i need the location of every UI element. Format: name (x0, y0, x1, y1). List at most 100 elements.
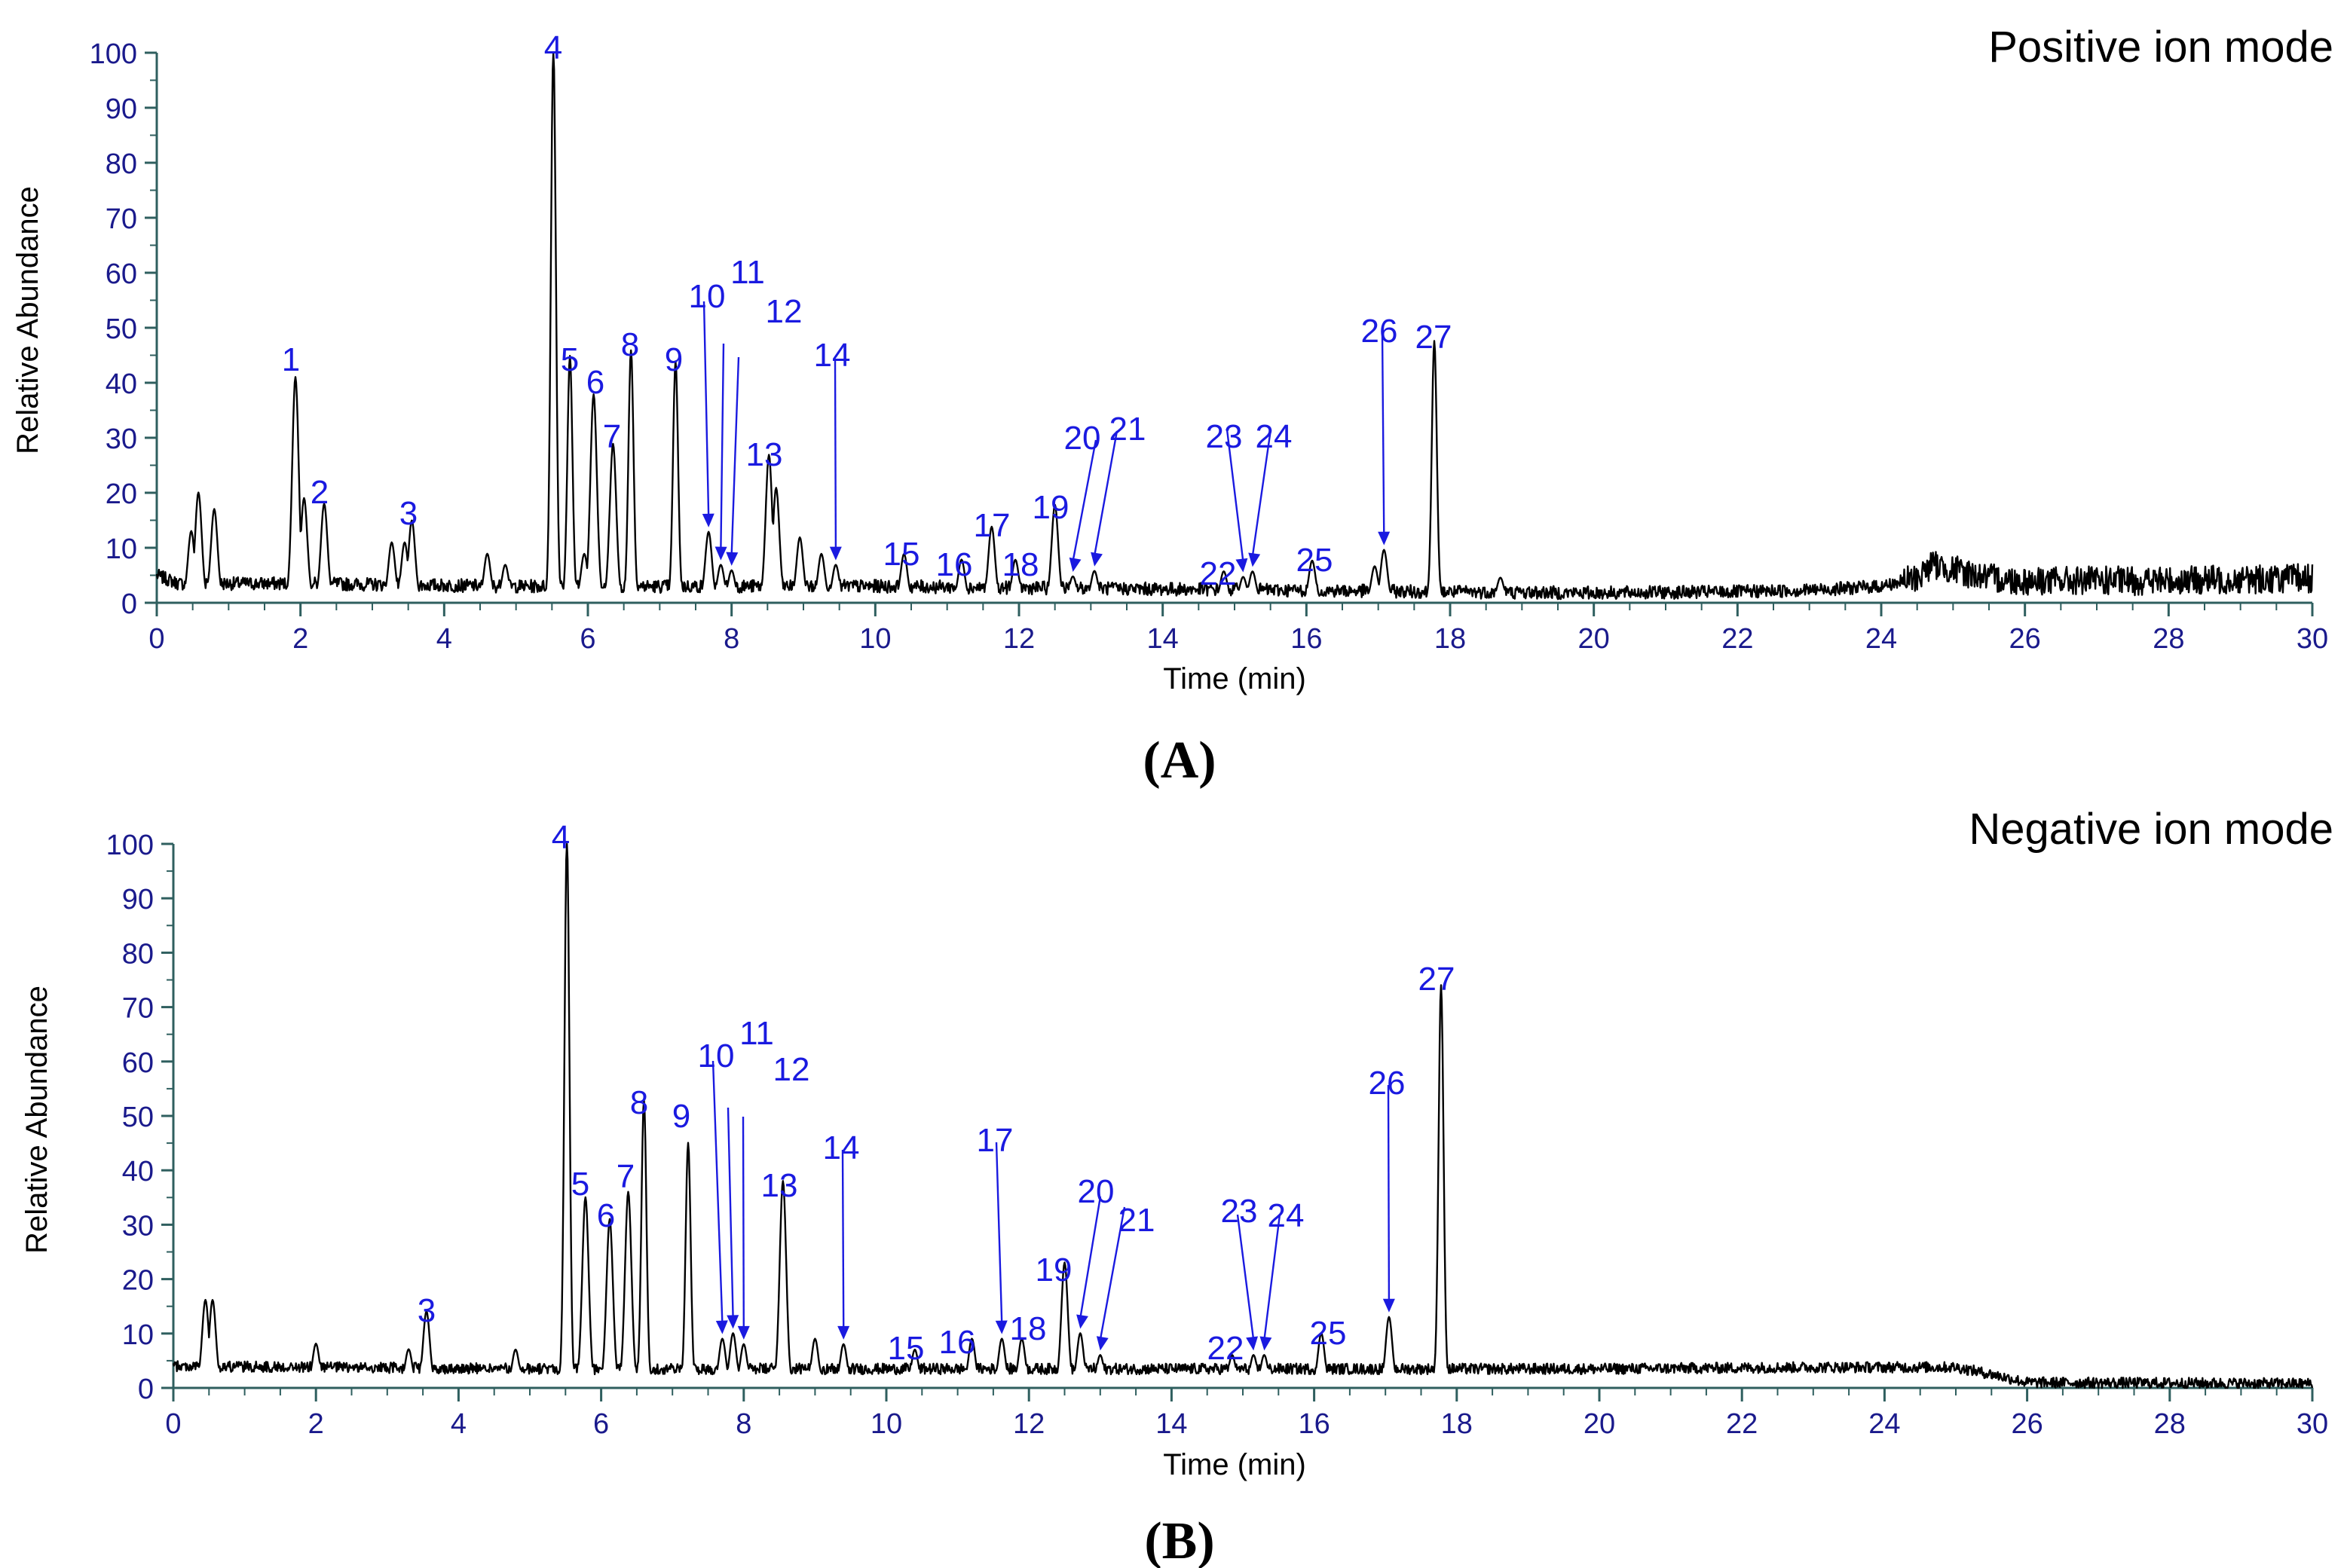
peak-arrow-17 (995, 1142, 1003, 1324)
peak-label-18: 18 (1010, 1310, 1047, 1347)
peak-arrowhead-26 (1378, 531, 1391, 546)
x-tick-label: 12 (1013, 1408, 1045, 1440)
peak-label-6: 6 (586, 364, 604, 401)
chromatogram-trace (172, 842, 2314, 1389)
y-tick-label: 10 (122, 1319, 154, 1351)
x-tick-label: 4 (436, 623, 452, 655)
peak-arrowhead-17 (995, 1320, 1008, 1334)
peak-arrow-14 (834, 359, 837, 550)
panel-a-title: Positive ion mode (1988, 23, 2333, 72)
peak-arrow-24 (1263, 1214, 1281, 1340)
peak-label-7: 7 (617, 1158, 635, 1195)
peak-label-4: 4 (544, 29, 562, 66)
x-tick-label: 2 (292, 623, 308, 655)
peak-arrowhead-10 (715, 1320, 728, 1334)
peak-label-7: 7 (603, 418, 621, 455)
y-tick-label: 40 (122, 1156, 154, 1187)
peak-arrow-21 (1093, 430, 1118, 556)
peak-arrow-12 (730, 356, 740, 555)
peak-label-5: 5 (571, 1166, 589, 1203)
peak-label-24: 24 (1268, 1197, 1305, 1234)
x-tick-label: 0 (148, 623, 164, 655)
y-tick-label: 70 (106, 203, 137, 235)
peak-label-11: 11 (730, 254, 765, 291)
x-tick-label: 18 (1434, 623, 1466, 655)
peak-label-9: 9 (665, 341, 683, 378)
peak-arrow-12 (742, 1116, 745, 1329)
x-tick-label: 16 (1290, 623, 1322, 655)
x-tick-label: 6 (593, 1408, 609, 1440)
x-tick-label: 8 (736, 1408, 751, 1440)
peak-label-1: 1 (282, 341, 300, 378)
x-tick-label: 28 (2154, 1408, 2186, 1440)
peak-arrowhead-26 (1382, 1298, 1395, 1313)
peak-label-22: 22 (1207, 1330, 1244, 1367)
peak-label-13: 13 (746, 436, 783, 473)
y-tick-label: 20 (122, 1265, 154, 1297)
x-tick-label: 0 (165, 1408, 181, 1440)
peak-label-19: 19 (1036, 1252, 1073, 1288)
peak-label-9: 9 (672, 1098, 690, 1135)
peak-arrowhead-24 (1248, 552, 1261, 567)
panel-b-title: Negative ion mode (1969, 805, 2333, 854)
peak-arrowhead-11 (715, 546, 727, 561)
panel-a-y-axis-label: Relative Abundance (11, 186, 44, 454)
peak-label-19: 19 (1033, 489, 1069, 526)
x-tick-label: 10 (871, 1408, 902, 1440)
y-tick-label: 50 (122, 1102, 154, 1133)
peak-label-25: 25 (1296, 542, 1333, 579)
peak-label-26: 26 (1369, 1065, 1406, 1102)
peak-label-3: 3 (399, 495, 418, 532)
x-tick-label: 12 (1003, 623, 1035, 655)
peak-label-11: 11 (739, 1015, 774, 1052)
peak-label-2: 2 (311, 474, 329, 511)
x-tick-label: 20 (1578, 623, 1610, 655)
peak-arrow-20 (1072, 439, 1097, 562)
peak-arrow-10 (702, 301, 710, 517)
peak-label-6: 6 (597, 1197, 615, 1234)
y-tick-label: 90 (122, 884, 154, 915)
peak-arrowhead-10 (702, 513, 715, 527)
peak-label-4: 4 (552, 819, 570, 856)
x-tick-label: 30 (2297, 1408, 2328, 1440)
peak-arrow-26 (1381, 331, 1385, 535)
peak-label-14: 14 (814, 337, 851, 374)
x-tick-label: 22 (1726, 1408, 1758, 1440)
peak-label-8: 8 (621, 326, 639, 363)
y-tick-label: 20 (106, 478, 137, 510)
peak-label-26: 26 (1361, 313, 1398, 350)
peak-arrowhead-14 (837, 1325, 850, 1340)
peak-label-16: 16 (939, 1324, 976, 1361)
peak-arrow-23 (1226, 429, 1244, 562)
peak-arrowhead-23 (1246, 1336, 1259, 1351)
x-tick-label: 20 (1584, 1408, 1615, 1440)
peak-arrow-21 (1099, 1206, 1126, 1340)
peak-label-13: 13 (761, 1167, 798, 1204)
x-tick-label: 26 (2009, 623, 2041, 655)
peak-label-23: 23 (1206, 418, 1243, 455)
y-tick-label: 10 (106, 533, 137, 565)
peak-arrowhead-12 (726, 552, 739, 566)
peak-arrowhead-21 (1091, 552, 1103, 567)
y-tick-label: 60 (122, 1047, 154, 1079)
x-tick-label: 4 (451, 1408, 467, 1440)
peak-label-18: 18 (1002, 546, 1039, 583)
y-tick-label: 50 (106, 313, 137, 345)
peak-arrowhead-20 (1069, 557, 1082, 572)
peak-label-12: 12 (766, 293, 803, 330)
peak-label-8: 8 (630, 1084, 648, 1121)
peak-label-3: 3 (418, 1292, 436, 1329)
x-tick-label: 26 (2011, 1408, 2043, 1440)
peak-label-14: 14 (823, 1129, 860, 1166)
peak-arrow-24 (1251, 429, 1272, 557)
peak-label-17: 17 (977, 1122, 1014, 1159)
peak-arrowhead-24 (1259, 1336, 1272, 1351)
x-tick-label: 14 (1155, 1408, 1187, 1440)
peak-label-20: 20 (1064, 420, 1101, 457)
peak-label-12: 12 (773, 1051, 810, 1088)
peak-label-15: 15 (888, 1330, 925, 1367)
peak-label-10: 10 (698, 1038, 735, 1074)
x-tick-label: 14 (1147, 623, 1179, 655)
peak-label-20: 20 (1078, 1173, 1115, 1210)
